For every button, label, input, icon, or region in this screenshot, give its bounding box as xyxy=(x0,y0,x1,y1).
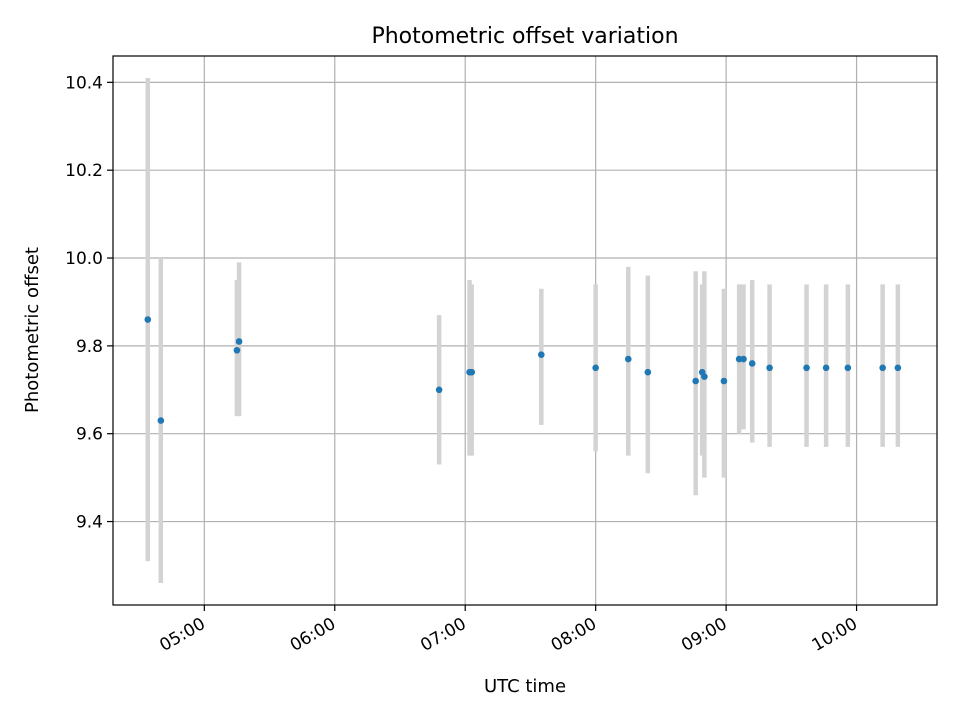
y-axis-ticks: 9.4 9.6 9.8 10.0 10.2 10.4 xyxy=(65,73,113,533)
data-point xyxy=(844,364,852,372)
data-point xyxy=(766,364,773,372)
data-point xyxy=(233,346,241,354)
y-tick-label: 10.2 xyxy=(65,161,103,181)
data-point xyxy=(720,377,728,385)
data-point xyxy=(748,360,756,367)
chart-title: Photometric offset variation xyxy=(371,24,678,49)
data-point xyxy=(644,368,652,376)
data-point xyxy=(468,368,476,376)
y-tick-label: 9.8 xyxy=(76,337,103,357)
data-point xyxy=(157,417,165,424)
x-axis-label: UTC time xyxy=(484,676,566,697)
y-tick-label: 9.4 xyxy=(76,513,103,533)
data-point xyxy=(740,355,747,363)
data-point xyxy=(538,351,545,358)
data-points xyxy=(144,316,902,424)
plot-frame xyxy=(112,55,938,606)
data-point xyxy=(822,364,830,372)
data-point xyxy=(144,316,152,323)
data-point xyxy=(803,364,810,372)
data-point xyxy=(592,364,599,372)
y-axis-label: Photometric offset xyxy=(22,247,43,413)
data-point xyxy=(894,364,902,372)
data-point xyxy=(624,355,632,363)
data-point xyxy=(235,338,243,345)
data-point xyxy=(879,364,886,372)
data-point xyxy=(701,373,708,380)
data-point xyxy=(692,377,699,385)
y-tick-label: 10.4 xyxy=(65,73,103,93)
y-tick-label: 9.6 xyxy=(76,425,103,445)
y-tick-label: 10.0 xyxy=(65,249,103,269)
data-point xyxy=(435,386,443,394)
